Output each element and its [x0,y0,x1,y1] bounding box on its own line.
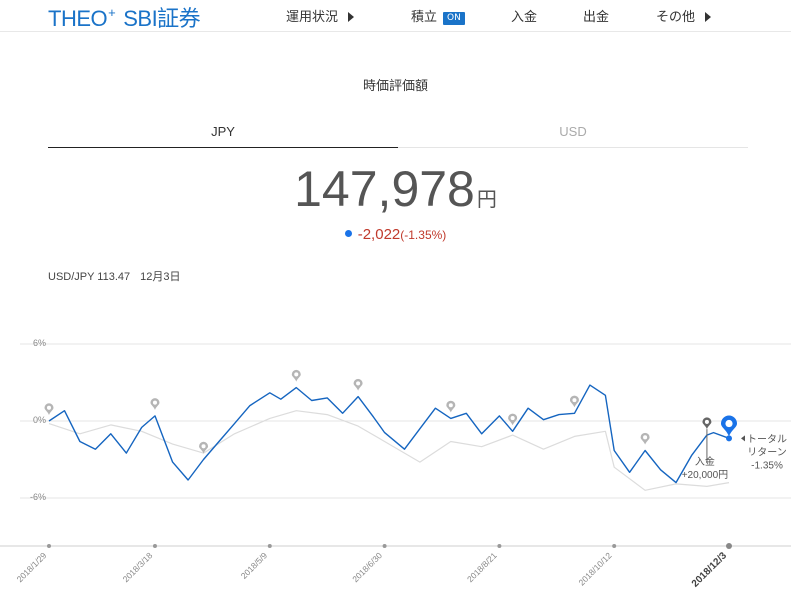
fx-date: 12月3日 [140,271,181,283]
total-return-label-line1: トータル [747,433,787,445]
x-tick-label: 2018/8/21 [465,550,499,584]
total-return-value: -1.35% [751,460,783,471]
event-pin-icon-hole [356,381,361,386]
event-pin-icon-hole [643,435,648,440]
y-tick-label: 6% [33,338,46,348]
x-tick-label: 2018/5/9 [239,550,270,581]
deposit-pin-icon-hole [704,419,709,424]
fx-rate: USD/JPY 113.47 [48,271,131,283]
nav-performance-label: 運用状況 [286,10,339,25]
market-value-amount: 147,978 円 [0,160,791,218]
event-pin-icon-hole [201,444,206,449]
total-return-label-line2: リターン [747,446,787,458]
x-tick-dot [152,544,157,548]
x-tick-label: 2018/6/30 [350,550,384,584]
amount-unit: 円 [476,187,497,211]
nav-withdraw-label: 出金 [583,10,610,25]
deposit-amount: +20,000円 [682,470,728,481]
amount-value: 147,978 [294,161,475,217]
event-pin-icon-hole [510,416,515,421]
event-pin-icon-hole [294,372,299,377]
daily-change: -2,022(-1.35%) [0,226,791,244]
annotation-arrow-icon [741,435,745,442]
nav-deposit-label: 入金 [511,10,538,25]
x-tick-label: 2018/3/18 [121,550,155,584]
market-value-title: 時価評価額 [362,79,428,94]
change-value: -2,022 [357,226,401,243]
tab-jpy[interactable]: JPY [48,124,398,148]
x-tick-dot [267,544,272,548]
theo-sbi-logo[interactable]: THEO+ SBI証券 [48,1,201,33]
caret-right-icon [705,12,712,22]
nav-other-label: その他 [656,10,696,25]
y-tick-label: -6% [30,492,46,502]
deposit-label: 入金 [695,455,715,468]
current-location-pin-icon-hole [725,419,733,428]
nav-reserve[interactable]: 積立 ON [411,6,465,25]
currency-tabs: JPY USD [48,124,748,148]
event-pin-icon-hole [46,405,52,410]
benchmark-line [48,410,730,491]
event-pin-icon-hole [448,403,453,408]
logo-plus: + [108,5,116,20]
change-percent: (-1.35%) [400,228,447,242]
fx-rate-info: USD/JPY 113.47 12月3日 [48,268,181,284]
nav-performance[interactable]: 運用状況 [286,6,355,25]
current-point [726,435,732,442]
x-tick-dot [382,544,387,548]
x-tick-dot [612,544,617,548]
x-tick-dot [47,544,51,548]
y-tick-label: 0% [33,415,46,425]
nav-withdraw[interactable]: 出金 [583,6,609,25]
nav-deposit[interactable]: 入金 [511,6,537,25]
x-tick-label: 2018/12/3 [690,550,730,590]
caret-right-icon [348,12,355,22]
logo-sub-text: SBI証券 [123,6,201,31]
change-dot-icon [344,230,352,237]
nav-reserve-label: 積立 [411,10,438,25]
x-tick-label: 2018/1/29 [15,550,49,584]
x-tick-label: 2018/10/12 [576,550,613,587]
portfolio-return-line [48,384,730,484]
app-header: THEO+ SBI証券 運用状況 積立 ON 入金 出金 その他 [0,0,791,32]
tab-usd[interactable]: USD [559,124,587,139]
logo-text: THEO [48,6,108,31]
nav-other[interactable]: その他 [656,6,712,25]
x-tick-dot [497,544,502,548]
event-pin-icon-hole [152,400,157,405]
reserve-on-badge: ON [443,12,465,25]
performance-chart[interactable]: 6% 0% -6% 2018/1/29 2018/3/18 2018/5/9 2018/6/… [0,330,791,596]
event-pin-icon-hole [572,398,577,403]
x-tick-dot [726,543,732,549]
